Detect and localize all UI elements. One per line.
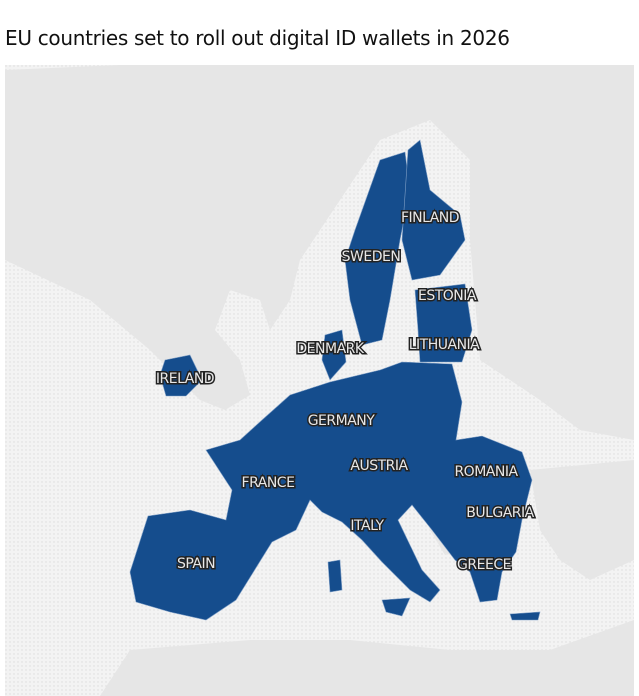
country-label: GERMANY: [308, 413, 376, 429]
title: EU countries set to roll out digital ID …: [5, 26, 510, 50]
country-label: SWEDEN: [342, 249, 401, 265]
country-label: LITHUANIA: [409, 337, 480, 353]
country-label: GREECE: [457, 557, 511, 573]
country-label: ITALY: [350, 518, 384, 534]
country-label: SPAIN: [177, 556, 215, 572]
country-label: ESTONIA: [418, 288, 477, 304]
country-label: ROMANIA: [454, 464, 518, 480]
country-label: FRANCE: [242, 475, 295, 491]
country-labels: FINLAND SWEDEN ESTONIA LITHUANIA DENMARK…: [154, 209, 536, 575]
eu-countries: [129, 139, 541, 621]
country-label: FINLAND: [401, 210, 459, 226]
country-label: IRELAND: [156, 371, 214, 387]
country-label: AUSTRIA: [350, 458, 408, 474]
country-label: DENMARK: [296, 341, 364, 357]
country-label: BULGARIA: [466, 505, 534, 521]
